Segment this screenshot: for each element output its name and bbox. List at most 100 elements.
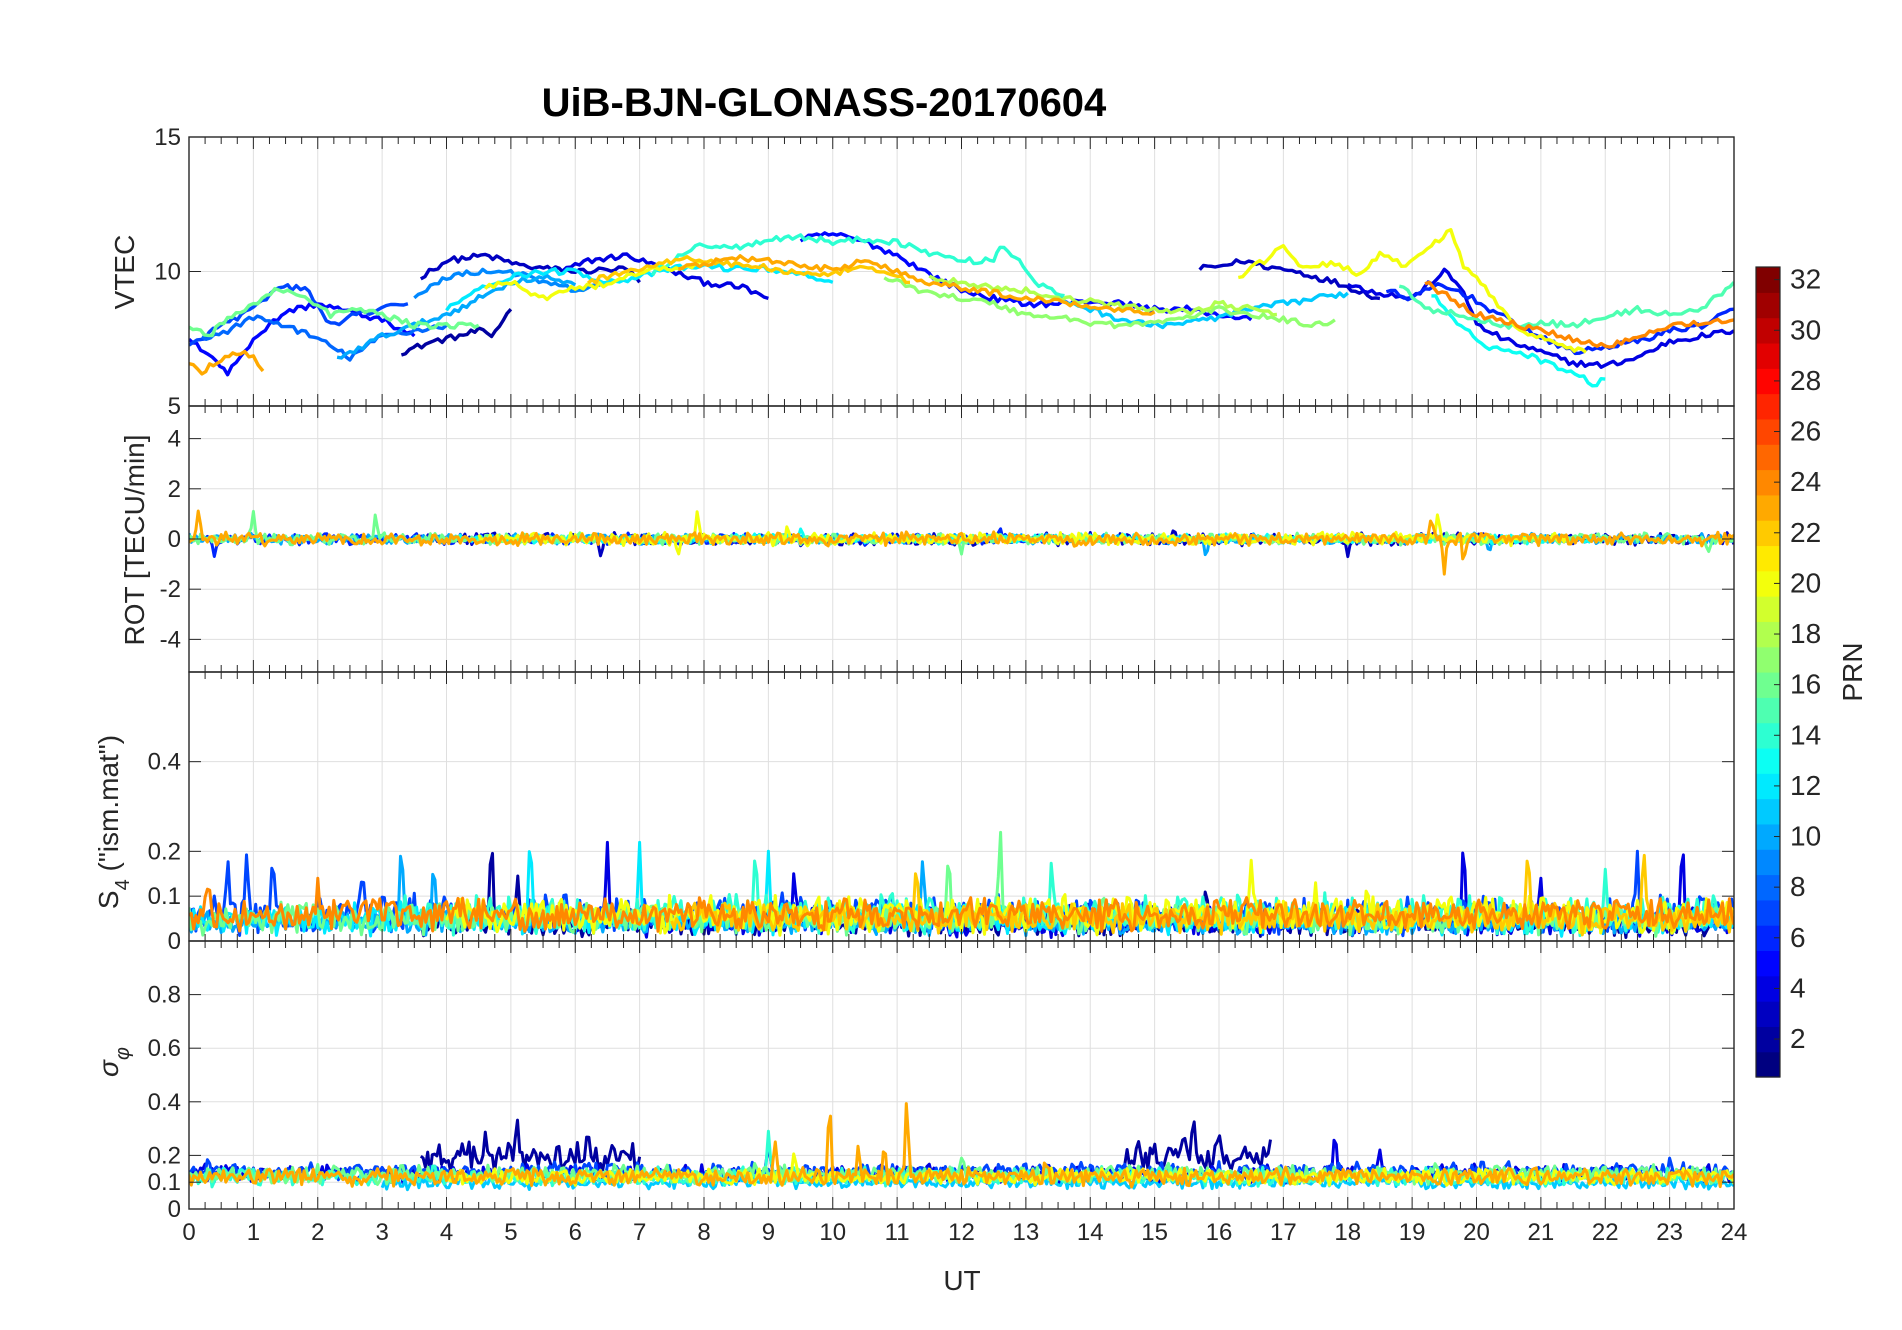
rot-ytick-label: -2 bbox=[160, 576, 181, 603]
colorbar-segment bbox=[1756, 342, 1780, 369]
sigma-phi-panel: 00.10.2 0.4 0.6 0.8 bbox=[148, 940, 1735, 1223]
x-tick-label: 22 bbox=[1592, 1219, 1619, 1246]
vtec-series-prn5-6 bbox=[799, 231, 1253, 322]
x-tick-label: 16 bbox=[1206, 1219, 1233, 1246]
x-tick-label: 18 bbox=[1334, 1219, 1361, 1246]
vtec-series-prn13-14 bbox=[1431, 294, 1606, 388]
vtec-series-prn9-10 bbox=[413, 267, 608, 300]
sigphi-series-prn7-3 bbox=[189, 1156, 1734, 1184]
vtec-ytick-label: 5 bbox=[168, 393, 181, 420]
colorbar-tick-label: 12 bbox=[1790, 770, 1821, 801]
colorbar-segment bbox=[1756, 545, 1780, 572]
x-tick-label: 1 bbox=[247, 1219, 260, 1246]
x-tick-label: 3 bbox=[375, 1219, 388, 1246]
colorbar-segment bbox=[1756, 1001, 1780, 1027]
colorbar-segment bbox=[1756, 646, 1780, 673]
sigphi-ytick-label: 0.4 bbox=[148, 1089, 181, 1116]
s4-ticks bbox=[188, 672, 1735, 942]
x-tick-label: 20 bbox=[1463, 1219, 1490, 1246]
colorbar-segment bbox=[1756, 747, 1780, 774]
rot-series bbox=[189, 509, 1734, 576]
x-tick-label: 5 bbox=[504, 1219, 517, 1246]
x-tick-label: 23 bbox=[1656, 1219, 1683, 1246]
x-tick-label: 19 bbox=[1399, 1219, 1426, 1246]
colorbar-segment bbox=[1756, 899, 1780, 926]
colorbar-tick-label: 10 bbox=[1790, 821, 1821, 852]
colorbar-tick-label: 2 bbox=[1790, 1023, 1806, 1054]
vtec-series-prn23-23 bbox=[189, 349, 265, 376]
chart-title: UiB-BJN-GLONASS-20170604 bbox=[542, 81, 1107, 125]
sigphi-ytick-label: 0.6 bbox=[148, 1035, 181, 1062]
colorbar-tick-label: 6 bbox=[1790, 922, 1806, 953]
colorbar-segment bbox=[1756, 494, 1780, 521]
vtec-series-prn2-0 bbox=[400, 308, 513, 357]
sigphi-ytick-label: 0 bbox=[168, 1196, 181, 1223]
vtec-series-prn11-12 bbox=[1057, 291, 1349, 330]
colorbar-segment bbox=[1756, 292, 1780, 319]
x-tick-label: 21 bbox=[1528, 1219, 1555, 1246]
x-tick-label: 13 bbox=[1013, 1219, 1040, 1246]
colorbar-segment bbox=[1756, 697, 1780, 724]
sigma-phi-ylabel: σφ bbox=[93, 1047, 134, 1077]
s4-ytick-label: 0.2 bbox=[148, 838, 181, 865]
colorbar-segment bbox=[1756, 1051, 1780, 1078]
colorbar-segment bbox=[1756, 798, 1780, 825]
vtec-series-prn3-3 bbox=[1198, 258, 1381, 301]
x-tick-label: 17 bbox=[1270, 1219, 1297, 1246]
sigphi-series bbox=[189, 1102, 1734, 1192]
s4-ylabel: S4 ("ism.mat") bbox=[93, 735, 134, 909]
sigphi-ticks bbox=[188, 941, 1735, 1210]
x-tick-label: 12 bbox=[948, 1219, 975, 1246]
vtec-series-prn17-18 bbox=[883, 276, 1336, 330]
vtec-grid bbox=[188, 136, 1735, 407]
colorbar-tick-label: 18 bbox=[1790, 618, 1821, 649]
x-tick-label: 6 bbox=[569, 1219, 582, 1246]
colorbar-segment bbox=[1756, 596, 1780, 622]
vtec-series-prn20-21 bbox=[1237, 228, 1587, 354]
vtec-ytick-label: 10 bbox=[154, 259, 181, 286]
colorbar-tick-label: 28 bbox=[1790, 365, 1821, 396]
x-tick-label: 11 bbox=[885, 1219, 910, 1246]
rot-panel: -4 -2 0 2 4 bbox=[160, 405, 1735, 673]
s4-ytick-label: 0 bbox=[168, 928, 181, 955]
vtec-series-prn24-25 bbox=[1424, 280, 1734, 349]
vtec-series-prn5-5 bbox=[189, 302, 416, 377]
rot-series-prn23-6 bbox=[189, 509, 1734, 576]
colorbar-tick-label: 26 bbox=[1790, 416, 1821, 447]
colorbar-tick-label: 32 bbox=[1790, 264, 1821, 295]
vtec-ylabel: VTEC bbox=[109, 235, 140, 310]
colorbar-tick-label: 20 bbox=[1790, 567, 1821, 598]
colorbar-tick-label: 24 bbox=[1790, 466, 1821, 497]
rot-ytick-label: -4 bbox=[160, 626, 181, 653]
sigphi-ytick-label: 0.1 bbox=[148, 1169, 181, 1196]
colorbar-tick-label: 22 bbox=[1790, 517, 1821, 548]
vtec-ticks bbox=[188, 136, 1735, 407]
colorbar-tick-label: 14 bbox=[1790, 719, 1821, 750]
x-tick-label: 2 bbox=[311, 1219, 324, 1246]
s4-panel: 0 0.1 0.2 0.4 bbox=[148, 671, 1735, 955]
rot-ylabel: ROT [TECU/min] bbox=[119, 434, 150, 645]
sigphi-ytick-label: 0.8 bbox=[148, 982, 181, 1009]
sigphi-series-prn2-1 bbox=[1121, 1120, 1272, 1172]
sigphi-series-prn2-0 bbox=[419, 1118, 642, 1175]
vtec-series-prn20-20 bbox=[483, 259, 705, 302]
x-tick-label: 10 bbox=[819, 1219, 846, 1246]
x-tick-label: 4 bbox=[440, 1219, 453, 1246]
vtec-series-prn16-17 bbox=[189, 286, 480, 338]
x-tick-label: 14 bbox=[1077, 1219, 1104, 1246]
x-tick-label: 8 bbox=[697, 1219, 710, 1246]
rot-ytick-label: 2 bbox=[168, 476, 181, 503]
x-tick-label: 7 bbox=[633, 1219, 646, 1246]
x-tick-label: 15 bbox=[1141, 1219, 1168, 1246]
colorbar-segment bbox=[1756, 393, 1780, 420]
vtec-series-prn23-24 bbox=[677, 254, 1156, 316]
x-axis-label: UT bbox=[943, 1265, 980, 1296]
vtec-series-prn10-11 bbox=[336, 273, 577, 360]
x-axis: 0 1 2 3 4 5 6 7 8 9 10 11 12 13 14 15 16 17 18 19 20 21 22 23 24 bbox=[182, 1219, 1747, 1246]
sigphi-ytick-label: 0.2 bbox=[148, 1142, 181, 1169]
colorbar-segment bbox=[1756, 950, 1780, 977]
colorbar-label: PRN bbox=[1837, 642, 1868, 701]
s4-ytick-label: 0.1 bbox=[148, 883, 181, 910]
